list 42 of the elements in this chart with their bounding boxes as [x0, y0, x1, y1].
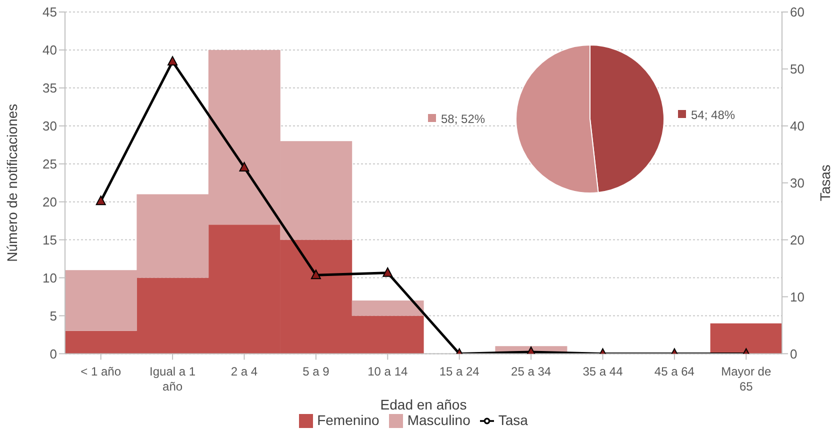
y2-tick-label: 60: [790, 4, 804, 20]
y-tick-label: 35: [42, 80, 57, 96]
y-tick-label: 40: [42, 42, 57, 58]
data-label: 58; 52%: [441, 112, 486, 126]
x-tick-label: Mayor de 65: [721, 364, 772, 394]
y2-axis-title: Tasas: [816, 164, 833, 202]
legend-label: Tasa: [498, 412, 528, 428]
x-tick-label: 10 a 14: [368, 364, 408, 379]
bar: [710, 323, 782, 354]
point: [168, 56, 178, 66]
point: [310, 270, 321, 280]
y2-tick-label: 0: [790, 346, 798, 362]
y2-tick-label: 50: [790, 62, 804, 77]
y-tick-label: 0: [50, 346, 57, 362]
y-tick-label: 5: [50, 308, 57, 324]
y2-tick-label: 30: [790, 175, 804, 190]
y-tick-label: 30: [42, 118, 57, 134]
x-tick-label: 35 a 44: [582, 364, 624, 379]
point: [382, 267, 393, 277]
data-label: 54; 48%: [691, 108, 736, 122]
x-tick-label: 25 a 34: [511, 364, 552, 379]
y-tick-label: 15: [42, 232, 57, 248]
point: [96, 196, 106, 206]
y-axis-title: Número de notificaciones: [4, 104, 20, 262]
x-tick-label: 5 a 9: [302, 364, 330, 379]
y-tick-label: 10: [42, 270, 57, 286]
y2-tick-label: 20: [790, 232, 804, 248]
y2-tick-label: 10: [790, 289, 804, 304]
y-tick-label: 45: [42, 4, 57, 20]
y2-tick-label: 40: [790, 118, 804, 134]
point: [239, 162, 250, 172]
y-tick-label: 20: [42, 194, 57, 210]
x-tick-label: < 1 año: [80, 364, 122, 379]
y-tick-label: 25: [42, 156, 57, 172]
bar: [352, 300, 424, 316]
x-tick-label: Igual a 1 año: [150, 364, 196, 394]
x-tick-label: 45 a 64: [654, 364, 695, 379]
legend-label: Femenino: [317, 412, 380, 428]
x-axis-title: Edad en años: [380, 396, 467, 413]
legend-label: Masculino: [407, 412, 470, 428]
x-tick-label: 15 a 24: [439, 364, 480, 379]
x-tick-label: 2 a 4: [230, 364, 258, 379]
